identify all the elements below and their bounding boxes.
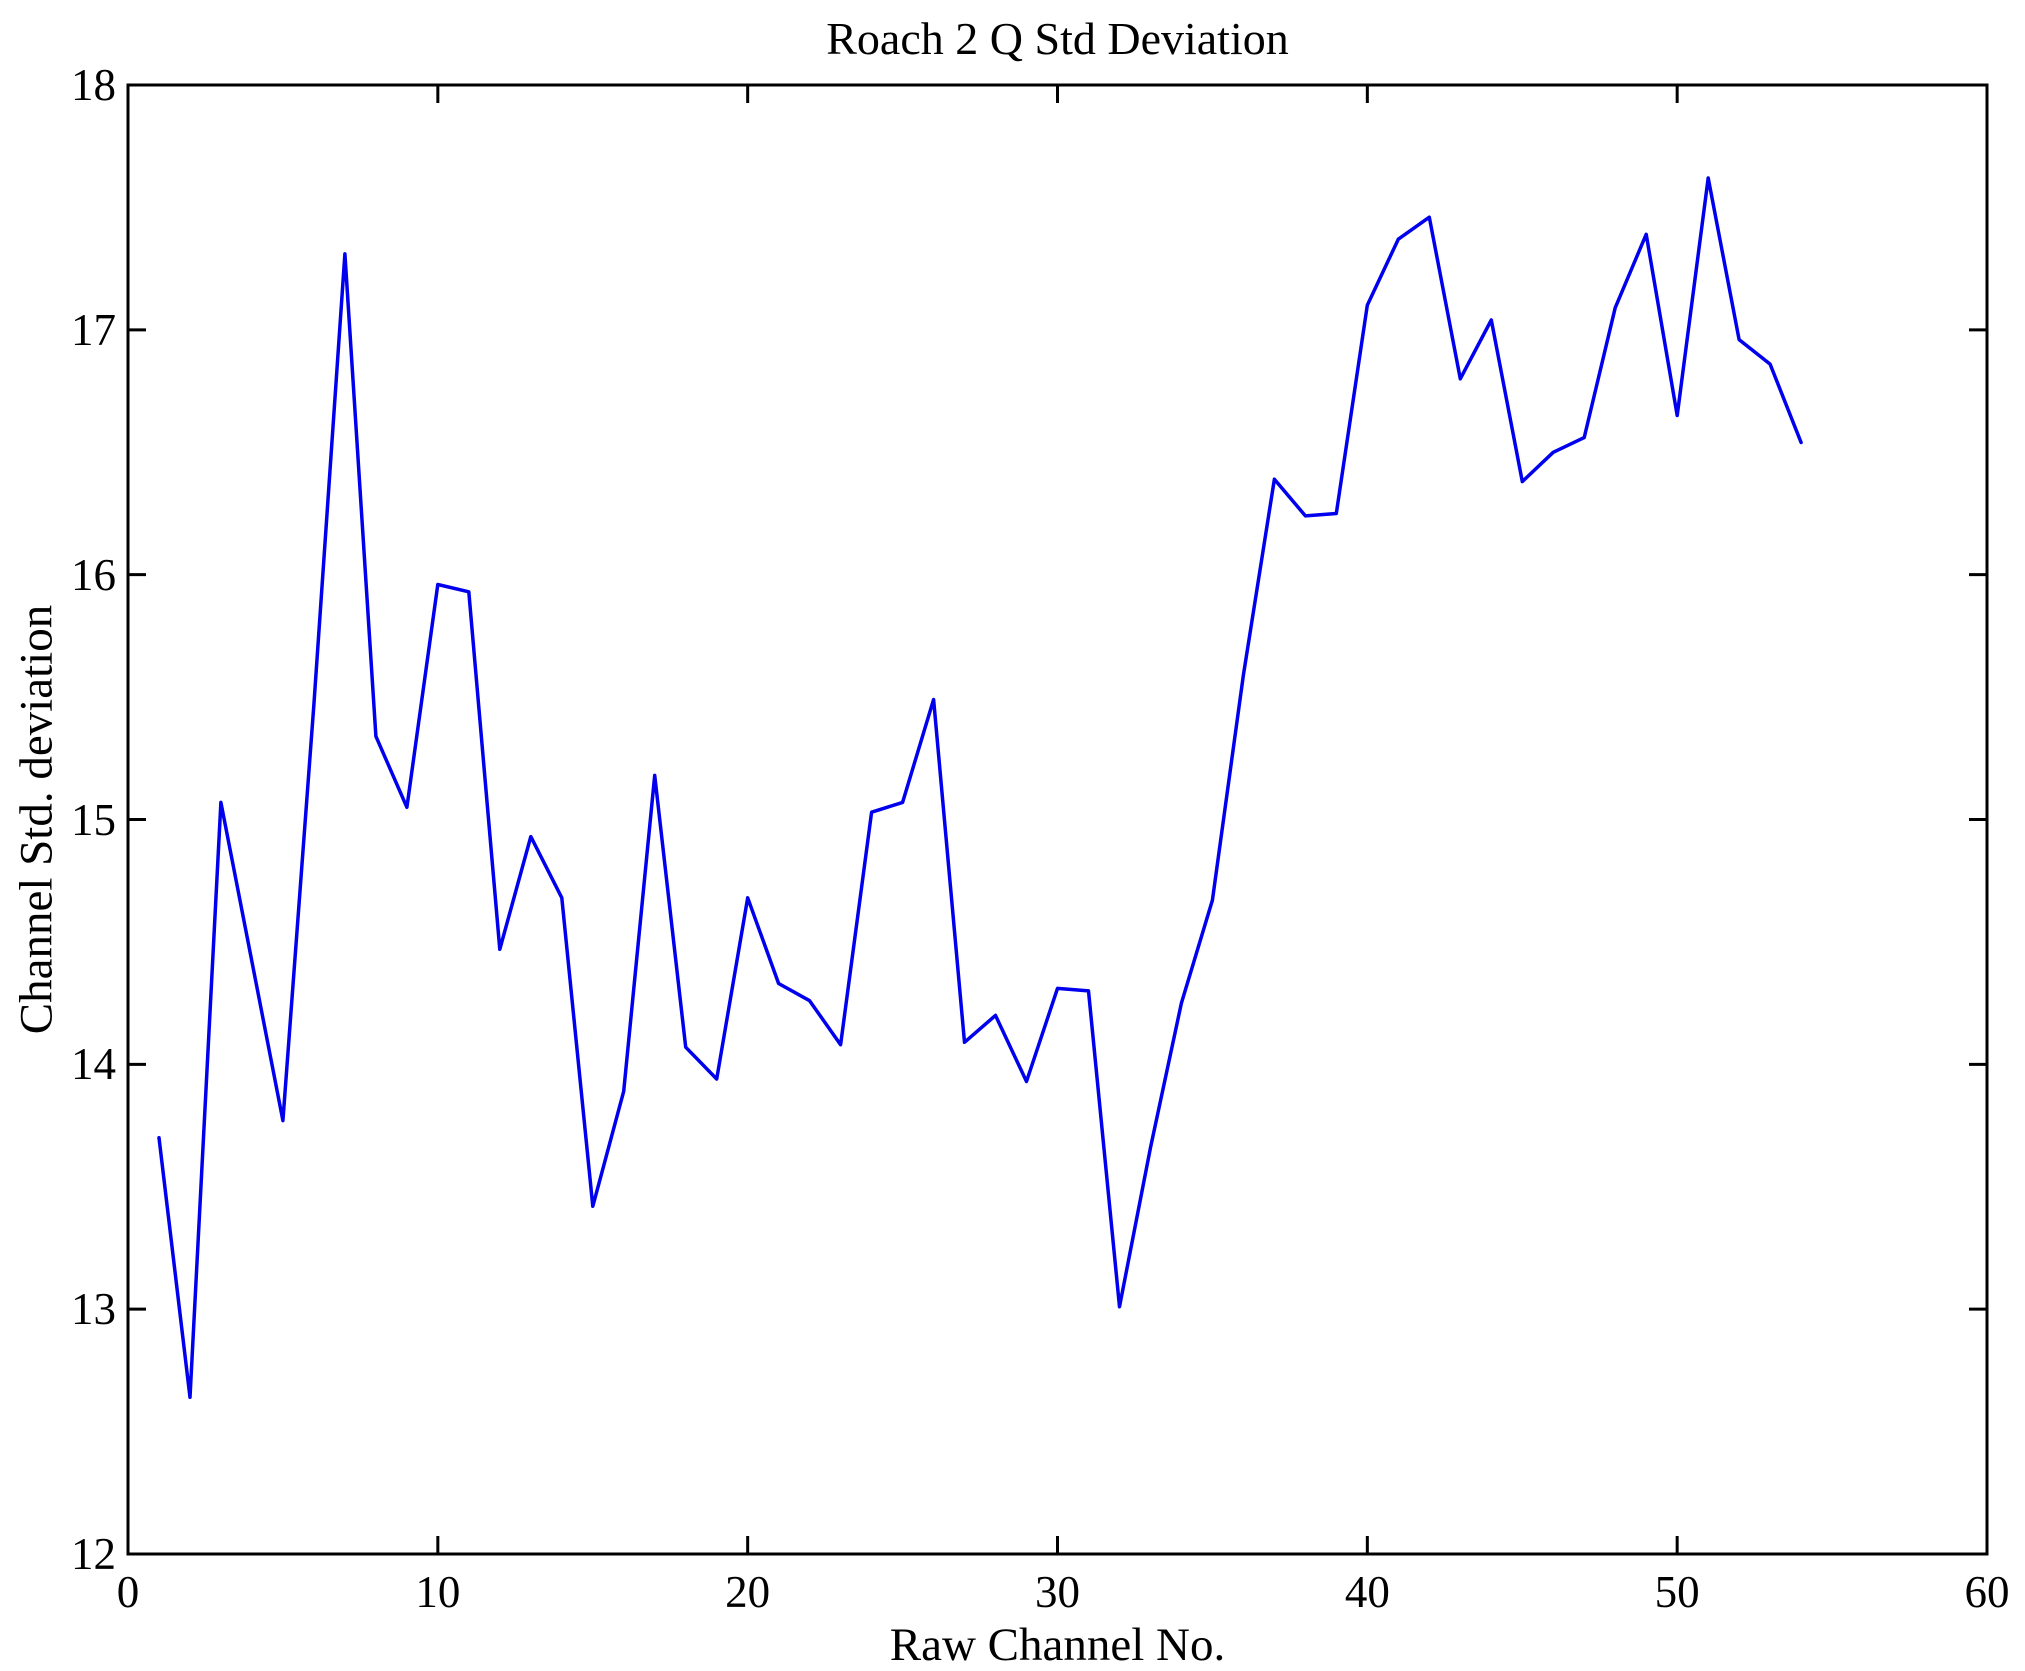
x-tick-label: 10 [415,1567,461,1617]
y-tick-label: 17 [71,304,116,355]
x-tick-label: 20 [725,1567,771,1617]
x-axis-label: Raw Channel No. [889,1619,1226,1671]
x-tick-label: 0 [116,1567,140,1617]
x-tick-label: 60 [1964,1567,2010,1617]
y-tick-label: 14 [71,1039,116,1090]
data-line-channel-std-deviation [157,176,1803,1400]
y-tick-label: 18 [71,60,116,110]
y-tick-label: 13 [71,1284,116,1335]
x-tick-label: 50 [1654,1567,1700,1617]
y-tick-label: 15 [71,794,116,845]
x-tick-label: 40 [1344,1567,1390,1617]
y-tick-label: 16 [71,549,116,600]
chart-title: Roach 2 Q Std Deviation [826,13,1289,64]
x-tick-label: 30 [1035,1567,1080,1617]
y-tick-label: 12 [71,1529,116,1579]
axis-frame [126,83,1989,1556]
